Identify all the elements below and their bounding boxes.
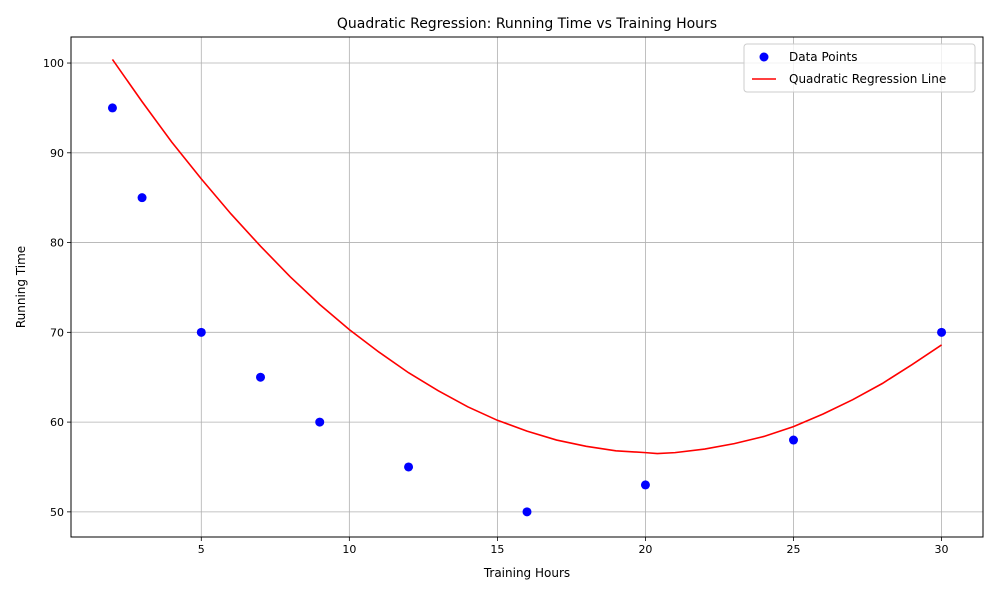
data-point bbox=[937, 327, 947, 337]
x-tick-label: 5 bbox=[198, 543, 205, 556]
x-tick-label: 10 bbox=[342, 543, 356, 556]
legend-label-regression-line: Quadratic Regression Line bbox=[789, 72, 946, 86]
regression-line bbox=[111, 58, 942, 455]
grid bbox=[71, 37, 983, 537]
data-point bbox=[137, 193, 147, 203]
x-tick-label: 25 bbox=[786, 543, 800, 556]
legend-label-data-points: Data Points bbox=[789, 50, 858, 64]
data-point bbox=[256, 372, 266, 382]
y-tick-label: 80 bbox=[50, 237, 64, 250]
x-tick-label: 20 bbox=[638, 543, 652, 556]
y-tick-label: 90 bbox=[50, 147, 64, 160]
chart-title: Quadratic Regression: Running Time vs Tr… bbox=[337, 16, 717, 32]
data-point bbox=[315, 417, 325, 427]
data-point bbox=[788, 435, 798, 445]
y-tick-label: 70 bbox=[50, 326, 64, 339]
x-axis-label: Training Hours bbox=[483, 566, 570, 580]
x-tick-label: 30 bbox=[935, 543, 949, 556]
y-tick-label: 100 bbox=[43, 57, 64, 70]
data-point bbox=[522, 507, 532, 517]
data-point bbox=[196, 327, 206, 337]
data-point bbox=[640, 480, 650, 490]
y-tick-label: 60 bbox=[50, 416, 64, 429]
x-tick-label: 15 bbox=[490, 543, 504, 556]
x-axis: 5 10 15 20 25 30 bbox=[198, 537, 949, 556]
legend-marker-data-points bbox=[759, 52, 769, 62]
y-tick-label: 50 bbox=[50, 506, 64, 519]
data-point bbox=[107, 103, 117, 113]
legend: Data Points Quadratic Regression Line bbox=[743, 43, 976, 93]
data-point bbox=[404, 462, 414, 472]
y-axis-label: Running Time bbox=[14, 246, 28, 328]
plot-content bbox=[107, 58, 947, 517]
plot-frame bbox=[70, 36, 984, 538]
y-axis: 50 60 70 80 90 100 bbox=[43, 57, 71, 519]
legend-box bbox=[743, 43, 976, 93]
